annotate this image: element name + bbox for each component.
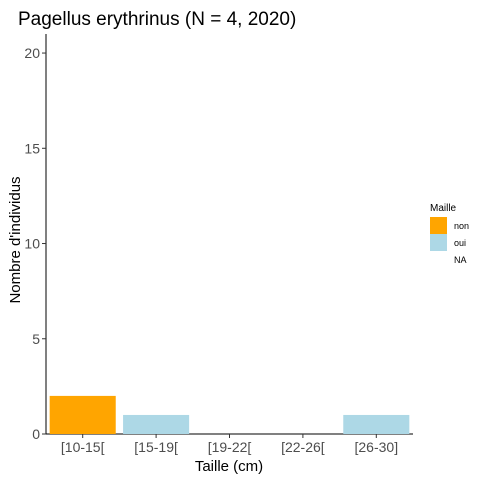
x-axis-label: Taille (cm) <box>195 458 263 475</box>
legend-title: Maille <box>430 203 457 214</box>
y-axis-label: Nombre d'individus <box>7 176 24 303</box>
bar-10-15 <box>49 395 116 434</box>
chart-title: Pagellus erythrinus (N = 4, 2020) <box>18 9 296 30</box>
x-tick-label-15-19: [15-19[ <box>134 439 178 455</box>
bars <box>49 395 410 434</box>
legend-label-oui: oui <box>454 238 466 248</box>
legend-label-na: NA <box>454 255 467 265</box>
y-tick-label-0: 0 <box>32 426 40 442</box>
legend-key-non <box>430 217 447 234</box>
legend-label-non: non <box>454 221 469 231</box>
x-axis: [10-15[ [15-19[ [19-22[ [22-26[ [26-30] <box>46 433 413 455</box>
legend-key-na <box>430 251 447 268</box>
legend: Maille non oui NA <box>430 203 469 268</box>
y-axis: 0 5 10 15 20 <box>24 34 47 442</box>
x-tick-label-19-22: [19-22[ <box>208 439 252 455</box>
legend-key-oui <box>430 234 447 251</box>
bar-15-19 <box>123 414 190 434</box>
y-tick-label-5: 5 <box>32 331 40 347</box>
y-tick-label-15: 15 <box>24 140 40 156</box>
x-tick-label-26-30: [26-30] <box>355 439 399 455</box>
y-tick-label-10: 10 <box>24 236 40 252</box>
y-tick-label-20: 20 <box>24 45 40 61</box>
bar-26-30 <box>343 414 410 434</box>
x-tick-label-22-26: [22-26[ <box>281 439 325 455</box>
x-tick-label-10-15: [10-15[ <box>61 439 105 455</box>
